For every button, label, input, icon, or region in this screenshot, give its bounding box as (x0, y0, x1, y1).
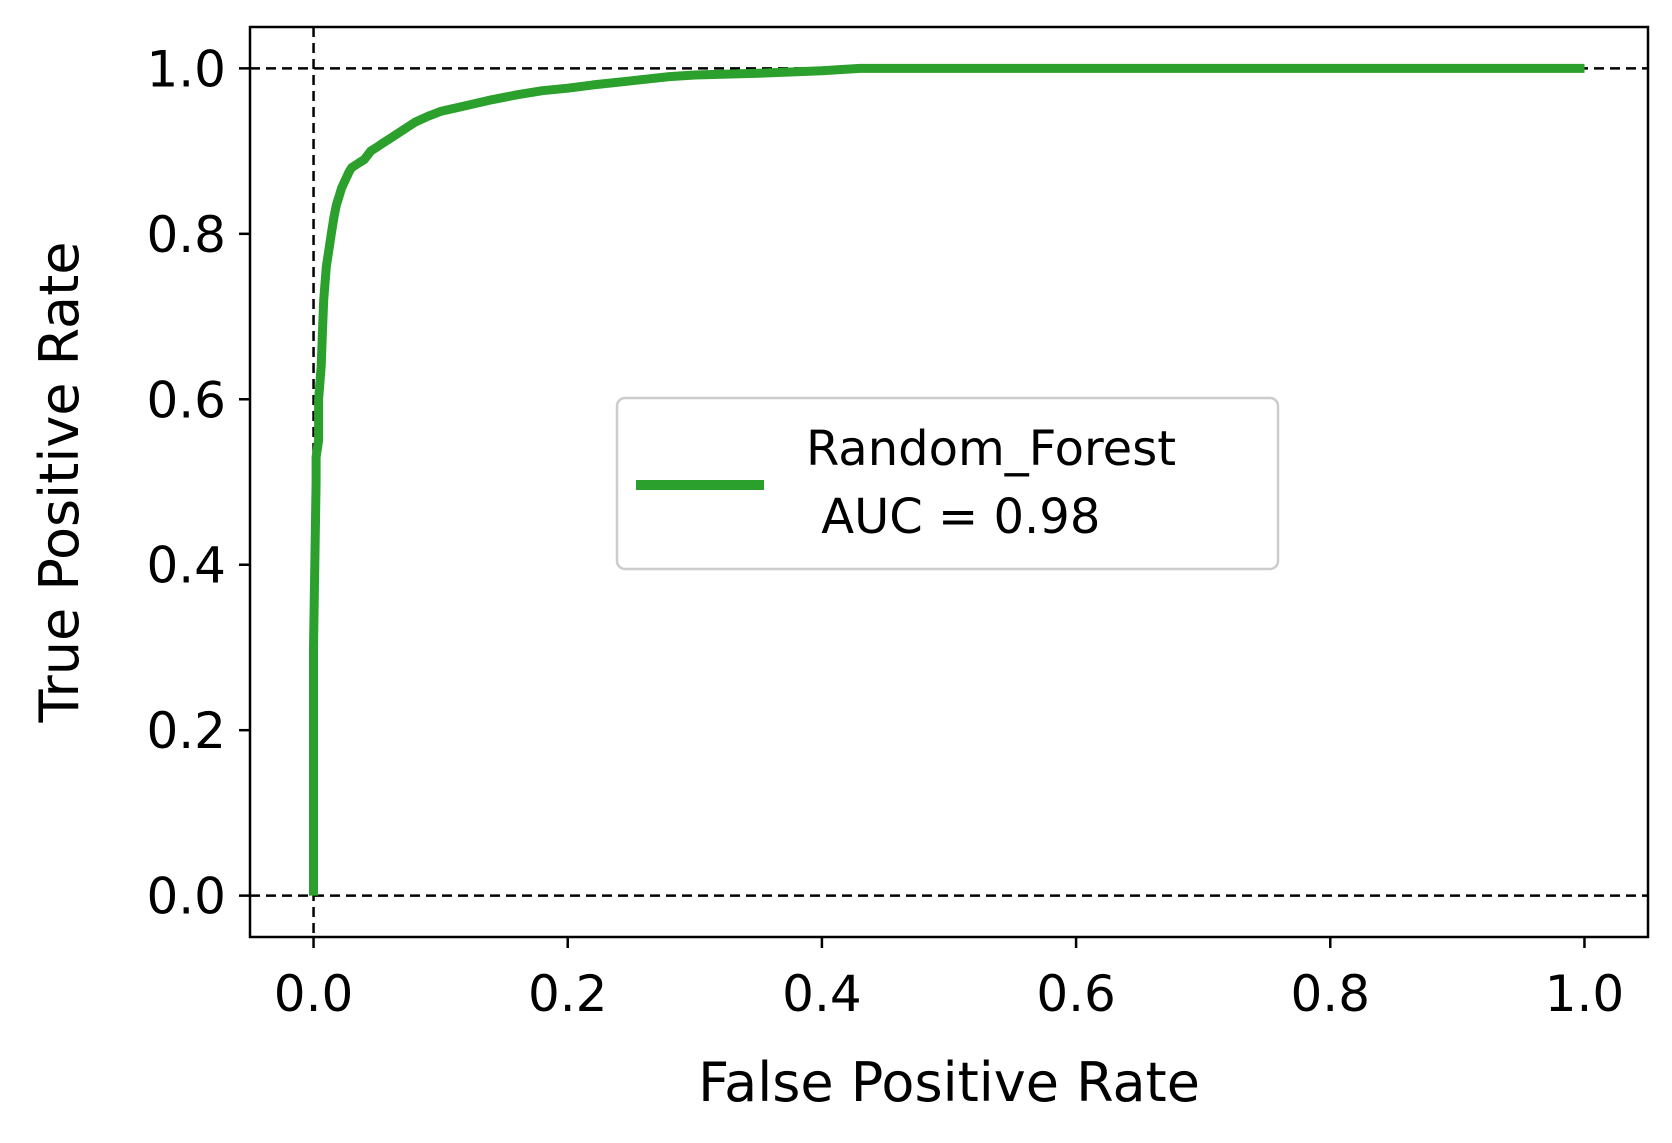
y-tick-label: 0.2 (146, 702, 226, 760)
y-axis-label: True Positive Rate (28, 241, 91, 723)
x-tick-label: 0.6 (1036, 965, 1116, 1023)
legend-label-line1: Random_Forest (806, 421, 1176, 477)
y-tick-label: 0.8 (146, 206, 226, 264)
y-tick-label: 0.4 (146, 537, 226, 595)
legend-label-line2: AUC = 0.98 (806, 489, 1100, 545)
x-tick-label: 1.0 (1545, 965, 1625, 1023)
y-tick-label: 1.0 (146, 40, 226, 98)
plot-frame (248, 25, 1650, 939)
x-tick-label: 0.4 (782, 965, 862, 1023)
x-tick-label: 0.8 (1291, 965, 1371, 1023)
x-tick-label: 0.0 (274, 965, 354, 1023)
series-layer (309, 63, 1585, 896)
legend: Random_Forest AUC = 0.98 (615, 396, 1280, 571)
y-tick-label: 0.0 (146, 868, 226, 926)
roc-curve-line (309, 63, 1585, 896)
x-axis: 0.0 0.2 0.4 0.6 0.8 1.0 (274, 937, 1624, 1023)
x-tick-label: 0.2 (528, 965, 608, 1023)
x-axis-label: False Positive Rate (698, 1051, 1200, 1114)
y-tick-label: 0.6 (146, 371, 226, 429)
y-axis: 0.0 0.2 0.4 0.6 0.8 1.0 (146, 40, 250, 926)
legend-frame (615, 396, 1280, 571)
